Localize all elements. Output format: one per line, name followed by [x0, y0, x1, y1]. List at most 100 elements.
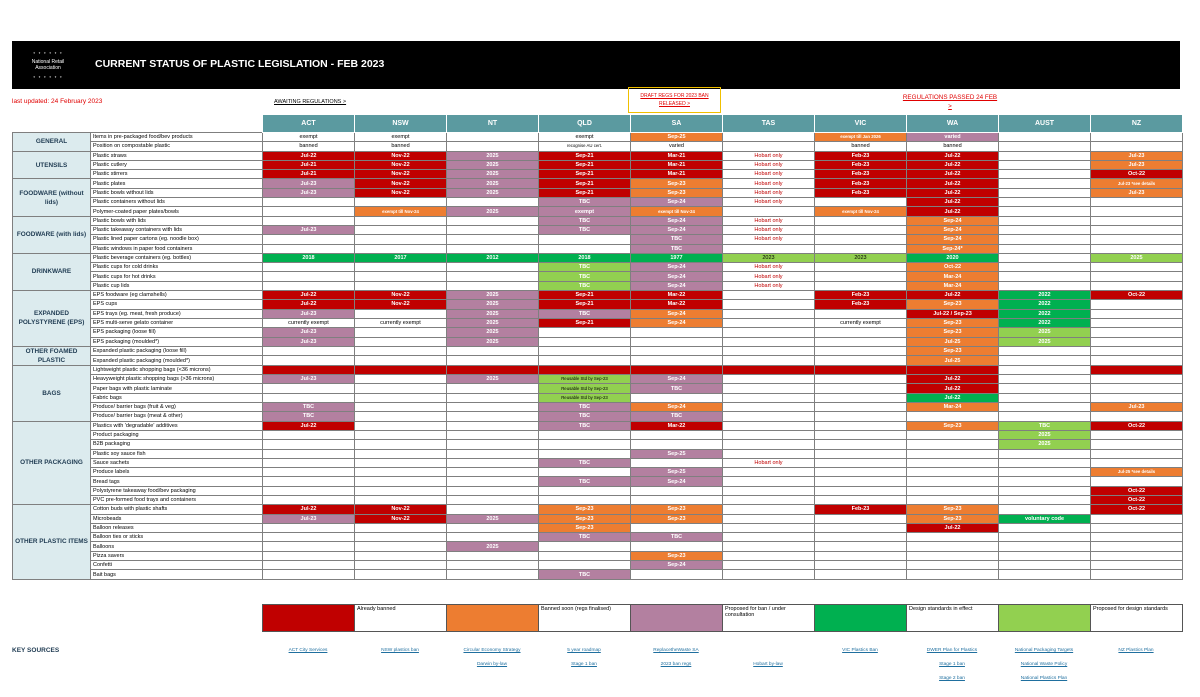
status-cell-nz	[1090, 243, 1183, 254]
status-cell-nz: Oct-22	[1090, 420, 1183, 431]
status-cell-tas	[722, 541, 815, 552]
source-link[interactable]: Stage 1 ban	[571, 662, 597, 667]
status-cell-vic	[814, 532, 907, 543]
status-cell-sa: Sep-24	[630, 224, 723, 236]
status-cell-nsw	[354, 215, 447, 226]
item-label: PVC pre-formed food trays and containers	[90, 494, 263, 506]
status-cell-aust	[998, 392, 1091, 404]
status-cell-sa: Sep-24	[630, 560, 723, 571]
status-cell-nt: 2012	[446, 252, 539, 264]
status-cell-wa: Sep-23	[906, 504, 999, 515]
source-link[interactable]: NZ Plastics Plan	[1118, 648, 1154, 653]
status-cell-nt	[446, 383, 539, 394]
source-link[interactable]: NSW plastics ban	[381, 648, 419, 653]
national-retail-association-logo: National Retail Association	[20, 47, 76, 83]
status-cell-qld: Sep-23	[538, 504, 631, 515]
status-cell-sa	[630, 439, 723, 450]
status-cell-aust: 2025	[998, 439, 1091, 450]
source-link[interactable]: National Waste Policy	[1020, 662, 1068, 667]
source-link[interactable]: Hobart by-law	[753, 662, 783, 667]
status-cell-act	[262, 215, 355, 226]
source-link[interactable]: DWER Plan for Plastics	[926, 648, 978, 653]
status-cell-wa	[906, 550, 999, 562]
status-cell-nz: Jul-23	[1090, 159, 1183, 171]
status-cell-nz	[1090, 141, 1183, 152]
status-cell-tas: Hobart only	[722, 271, 815, 282]
table-row: Produce/ barrier bags (fruit & veg) TBC TB…	[13, 401, 1183, 413]
status-cell-nz	[1090, 541, 1183, 552]
status-cell-nt	[446, 504, 539, 515]
status-cell-wa: Mar-24	[906, 280, 999, 292]
source-link[interactable]: National Packaging Targets	[1014, 648, 1074, 653]
status-cell-nt: 2025	[446, 513, 539, 524]
jurisdiction-header-wa: WA	[906, 114, 999, 133]
regulations-passed-link[interactable]: REGULATIONS PASSED 24 FEB >	[902, 94, 998, 110]
status-cell-nsw	[354, 485, 447, 497]
source-link[interactable]: Stage 2 ban	[939, 676, 965, 681]
source-link[interactable]: ACT City Services	[288, 648, 328, 653]
item-label: B2B packaging	[90, 439, 263, 450]
table-row: Product packaging 2025	[13, 429, 1183, 441]
status-cell-vic	[814, 513, 907, 524]
status-cell-qld	[538, 243, 631, 254]
status-cell-aust	[998, 560, 1091, 571]
status-cell-sa	[630, 457, 723, 469]
status-cell-act: 2018	[262, 252, 355, 264]
status-cell-wa: Jul-22	[906, 290, 999, 301]
status-cell-wa: varied	[906, 131, 999, 143]
status-cell-tas	[722, 327, 815, 338]
status-cell-nsw: exempt till Nov-24	[354, 206, 447, 217]
status-cell-sa: Sep-24	[630, 280, 723, 292]
status-cell-aust	[998, 532, 1091, 543]
status-cell-act: banned	[262, 141, 355, 152]
status-cell-sa: Mar-21	[630, 150, 723, 161]
source-link[interactable]: VIC Plastics Ban	[842, 648, 878, 653]
category-label: OTHER PLASTIC ITEMS	[12, 504, 91, 580]
awaiting-regulations-link[interactable]: AWAITING REGULATIONS >	[274, 99, 347, 105]
source-link[interactable]: National Plastics Plan	[1020, 676, 1068, 681]
legend-swatch	[262, 604, 355, 632]
status-cell-aust: 2022	[998, 290, 1091, 301]
status-cell-tas	[722, 550, 815, 562]
table-row: Produce/ barrier bags (meat & other) TBC T…	[13, 411, 1183, 422]
legend-label: Design standards in effect	[906, 604, 999, 632]
status-cell-tas	[722, 383, 815, 394]
status-cell-act	[262, 569, 355, 580]
source-link[interactable]: Darwin by-law	[476, 662, 508, 667]
status-cell-sa: Sep-23	[630, 504, 723, 515]
table-row: PVC pre-formed food trays and containers…	[13, 494, 1183, 506]
status-cell-nsw: Nov-22	[354, 150, 447, 161]
status-cell-tas: Hobart only	[722, 262, 815, 273]
status-cell-aust: 2022	[998, 299, 1091, 310]
source-link[interactable]: Circular Economy Strategy	[463, 648, 521, 653]
draft-regs-link[interactable]: DRAFT REGS FOR 2023 BAN RELEASED >	[628, 87, 721, 113]
status-cell-wa	[906, 467, 999, 478]
status-cell-act	[262, 550, 355, 562]
source-link[interactable]: 5 year roadmap	[567, 648, 601, 653]
status-cell-nz	[1090, 327, 1183, 338]
table-row: Balloons 2025	[13, 541, 1183, 552]
status-cell-nz: Jul-23	[1090, 150, 1183, 161]
item-label: Bread tags	[90, 476, 263, 487]
status-cell-sa: Sep-23	[630, 550, 723, 562]
status-cell-qld	[538, 560, 631, 571]
status-cell-vic	[814, 355, 907, 366]
status-cell-wa: Jul-22	[906, 206, 999, 217]
table-row: B2B packaging 2025	[13, 439, 1183, 450]
status-cell-wa: Sep-23	[906, 345, 999, 357]
status-cell-aust	[998, 411, 1091, 422]
status-cell-tas	[722, 308, 815, 319]
status-cell-qld	[538, 327, 631, 338]
status-cell-nz: Oct-22	[1090, 169, 1183, 180]
status-cell-wa: Sep-23	[906, 327, 999, 338]
source-link[interactable]: 2023 ban regs	[660, 662, 692, 667]
status-cell-aust	[998, 364, 1091, 376]
status-cell-aust	[998, 131, 1091, 143]
status-cell-vic: 2023	[814, 252, 907, 264]
status-cell-qld: TBC	[538, 308, 631, 319]
table-row: OTHER PLASTIC ITEMS Cotton buds with plas…	[12, 504, 1183, 580]
status-cell-nz: Jul-23 *see details	[1090, 178, 1183, 189]
status-cell-vic	[814, 197, 907, 208]
source-link[interactable]: Stage 1 ban	[939, 662, 965, 667]
source-link[interactable]: ReplacetheWaste SA	[653, 648, 699, 653]
